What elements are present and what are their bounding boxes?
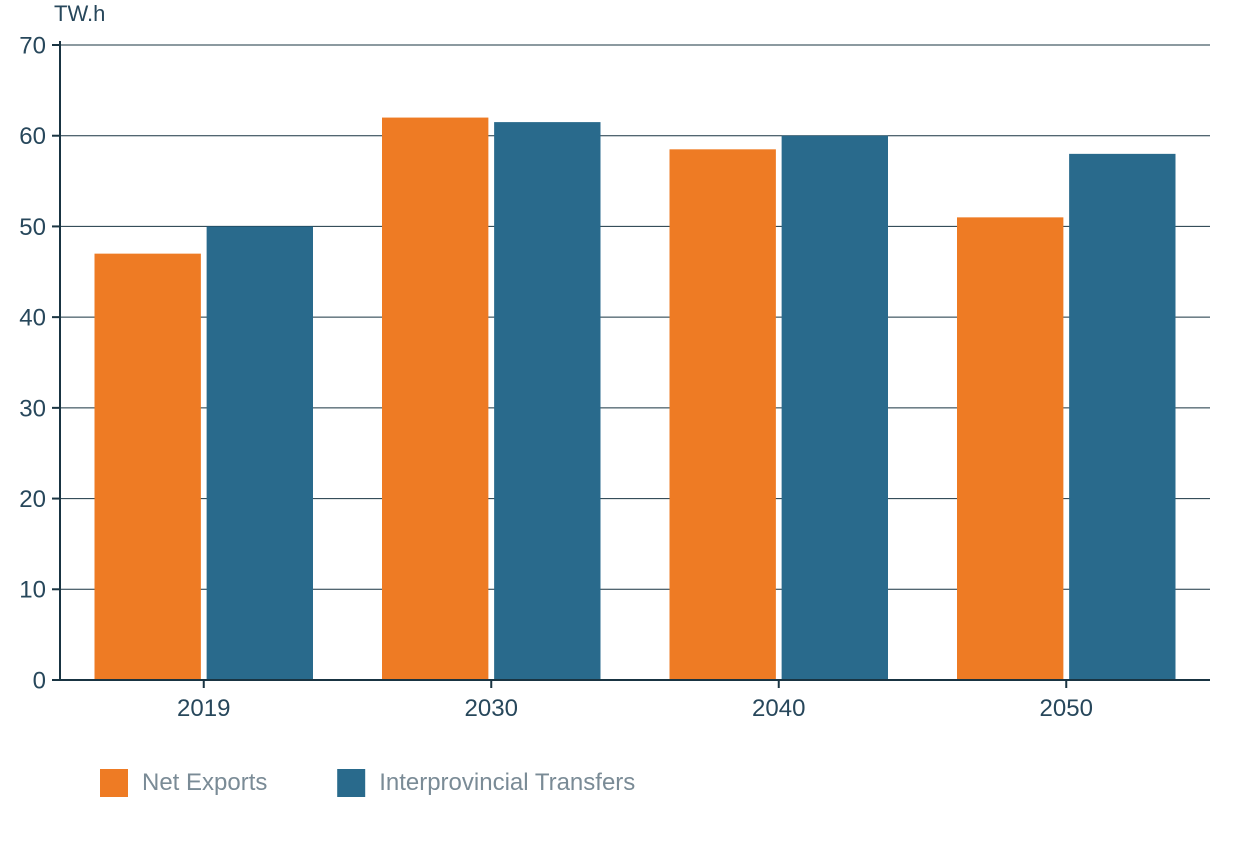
legend-label: Interprovincial Transfers bbox=[379, 769, 635, 796]
x-tick-label: 2040 bbox=[752, 695, 805, 722]
legend-swatch bbox=[100, 769, 128, 797]
y-tick-label: 40 bbox=[19, 305, 46, 332]
y-tick-label: 70 bbox=[19, 32, 46, 59]
x-tick-label: 2019 bbox=[177, 695, 230, 722]
bar-net-exports bbox=[95, 254, 201, 680]
chart-container: 0102030405060702019203020402050TW.hNet E… bbox=[0, 0, 1236, 850]
y-tick-label: 10 bbox=[19, 577, 46, 604]
legend-swatch bbox=[337, 769, 365, 797]
y-tick-label: 20 bbox=[19, 486, 46, 513]
bar-net-exports bbox=[670, 149, 776, 680]
legend-label: Net Exports bbox=[142, 769, 267, 796]
bar-chart: 0102030405060702019203020402050TW.hNet E… bbox=[0, 0, 1236, 850]
bar-interprovincial-transfers bbox=[494, 122, 600, 680]
y-axis-label: TW.h bbox=[54, 1, 105, 26]
bar-net-exports bbox=[382, 118, 488, 680]
y-tick-label: 50 bbox=[19, 214, 46, 241]
x-tick-label: 2030 bbox=[465, 695, 518, 722]
bar-interprovincial-transfers bbox=[782, 136, 888, 680]
bar-interprovincial-transfers bbox=[207, 226, 313, 680]
y-tick-label: 60 bbox=[19, 123, 46, 150]
y-tick-label: 0 bbox=[33, 667, 46, 694]
bar-net-exports bbox=[957, 217, 1063, 680]
x-tick-label: 2050 bbox=[1040, 695, 1093, 722]
bar-interprovincial-transfers bbox=[1069, 154, 1175, 680]
y-tick-label: 30 bbox=[19, 395, 46, 422]
